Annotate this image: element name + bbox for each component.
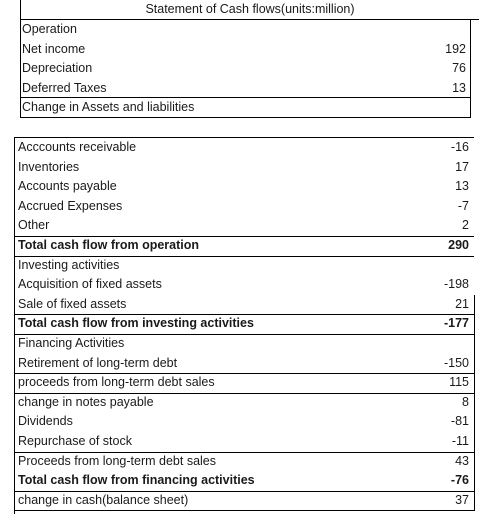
row-label: Deferred Taxes: [22, 80, 107, 95]
table-row: Deferred Taxes 13: [22, 79, 466, 99]
row-value: 21: [455, 296, 469, 311]
border-right: [14, 138, 15, 514]
row-value: -11: [451, 434, 469, 448]
row-label: Inventories: [18, 159, 80, 174]
table-row: proceeds from long-term debt sales 115: [18, 373, 469, 393]
row-label: Dividends: [18, 414, 73, 429]
divider-line: [14, 491, 474, 492]
row-label: Investing activities: [18, 257, 120, 272]
row-label: Net income: [22, 41, 86, 56]
row-label: Acccounts receivable: [18, 140, 137, 154]
table-row: Retirement of long-term debt -150: [18, 354, 469, 374]
divider-line: [14, 393, 474, 394]
total-row: Total cash flow from investing activitie…: [18, 314, 469, 334]
row-value: 43: [455, 453, 469, 468]
table-row: Repurchase of stock -11: [18, 432, 469, 452]
row-value: -177: [443, 316, 469, 331]
table-row: Operation: [22, 20, 466, 40]
row-label: change in notes payable: [18, 394, 154, 409]
row-value: -76: [450, 473, 469, 488]
row-value: 13: [452, 80, 466, 95]
row-label: Retirement of long-term debt: [18, 355, 178, 370]
row-value: 290: [448, 238, 469, 252]
row-value: 13: [455, 179, 469, 194]
table-row: Dividends -81: [18, 412, 469, 432]
table-row: Acccounts receivable -16: [18, 138, 469, 158]
row-value: -16: [450, 140, 469, 154]
divider-line: [20, 97, 471, 98]
row-label: Financing Activities: [18, 336, 125, 350]
table-row: Investing activities: [18, 256, 469, 276]
table-row: Acquisition of fixed assets -198: [18, 275, 469, 295]
divider-line: [14, 137, 474, 138]
divider-line: [14, 314, 474, 315]
table-row: Proceeds from long-term debt sales 43: [18, 452, 469, 472]
row-label: proceeds from long-term debt sales: [18, 375, 215, 390]
table-row: Other 2: [18, 216, 469, 236]
table-row: change in cash(balance sheet) 37: [18, 491, 469, 511]
row-value: 192: [445, 41, 466, 56]
row-label: Sale of fixed assets: [18, 296, 127, 311]
statement-title: Statement of Cash flows(units:million): [20, 0, 479, 20]
row-value: -150: [443, 355, 469, 370]
border-left: [20, 20, 21, 118]
total-row: Total cash flow from financing activitie…: [18, 471, 469, 491]
table-row: Change in Assets and liabilities: [22, 98, 466, 118]
table-row: Net income 192: [22, 40, 466, 60]
table-row: Sale of fixed assets 21: [18, 295, 469, 315]
row-label: Depreciation: [22, 61, 93, 76]
row-value: 76: [452, 61, 466, 76]
row-label: Accrued Expenses: [18, 198, 123, 213]
table-row: Accrued Expenses -7: [18, 197, 469, 217]
row-label: Change in Assets and liabilities: [22, 100, 195, 115]
table-row: Depreciation 76: [22, 59, 466, 79]
row-value: 115: [449, 375, 469, 390]
table-row: Inventories 17: [18, 158, 469, 178]
divider-line: [14, 510, 474, 511]
row-value: 8: [462, 394, 469, 409]
divider-line: [14, 373, 474, 374]
row-value: -198: [443, 277, 469, 292]
divider-line: [14, 256, 412, 257]
divider-line: [20, 117, 471, 118]
table-row: Financing Activities: [18, 334, 469, 354]
row-label: Other: [18, 218, 50, 233]
row-label: Proceeds from long-term debt sales: [18, 453, 217, 468]
row-value: 2: [462, 218, 469, 233]
divider-line: [14, 452, 474, 453]
row-label: Total cash flow from investing activitie…: [18, 316, 254, 331]
row-label: change in cash(balance sheet): [18, 492, 189, 507]
divider-line: [14, 236, 474, 237]
table-row: Accounts payable 13: [18, 177, 469, 197]
row-value: 17: [455, 159, 469, 174]
row-label: Repurchase of stock: [18, 434, 132, 448]
row-value: 37: [455, 492, 469, 507]
row-label: Total cash flow from operation: [18, 238, 200, 252]
border-right: [474, 295, 475, 511]
border-right: [470, 20, 471, 118]
row-label: Acquisition of fixed assets: [18, 277, 162, 292]
row-label: Operation: [22, 22, 77, 36]
row-value: -7: [457, 198, 469, 213]
row-value: -81: [450, 414, 469, 429]
table-row: change in notes payable 8: [18, 393, 469, 413]
row-label: Accounts payable: [18, 179, 117, 194]
total-row: Total cash flow from operation 290: [18, 236, 469, 256]
row-label: Total cash flow from financing activitie…: [18, 473, 255, 488]
divider-line: [14, 334, 474, 335]
